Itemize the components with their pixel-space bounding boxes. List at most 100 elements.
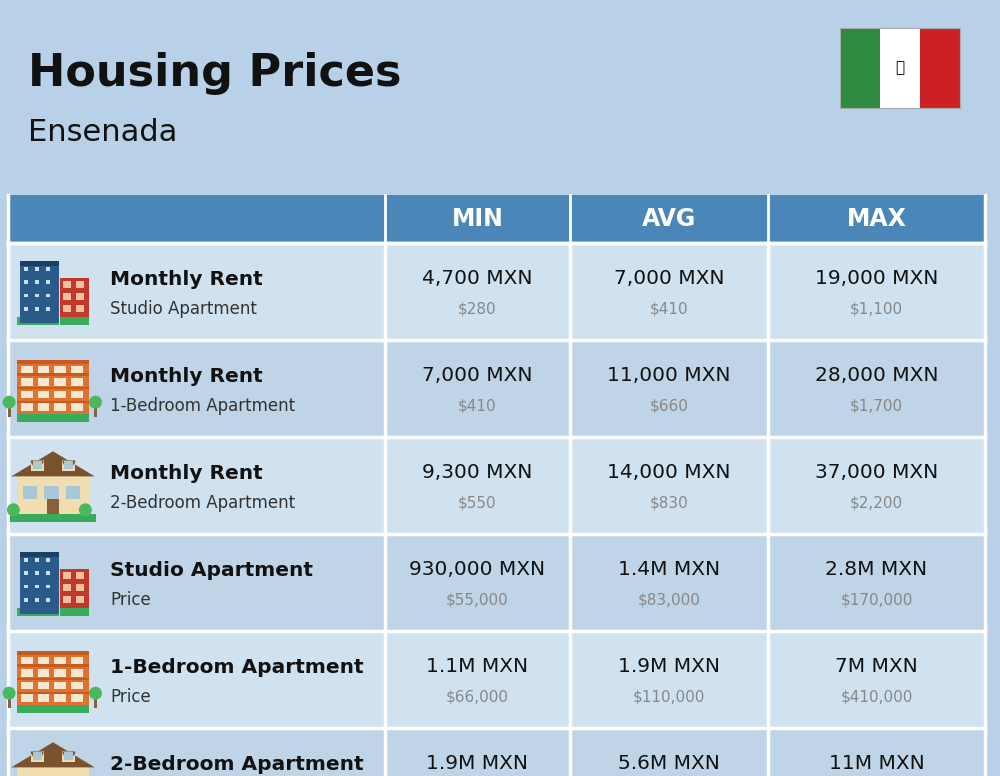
Bar xyxy=(20,261,59,324)
Bar xyxy=(570,195,768,243)
Text: 4,700 MXN: 4,700 MXN xyxy=(422,269,533,289)
Bar xyxy=(33,753,42,760)
Text: Ensenada: Ensenada xyxy=(28,118,177,147)
Text: 2.8M MXN: 2.8M MXN xyxy=(825,560,928,580)
Polygon shape xyxy=(11,452,95,476)
Bar xyxy=(20,552,59,556)
Bar xyxy=(35,267,39,271)
Text: 37,000 MXN: 37,000 MXN xyxy=(815,463,938,483)
Bar xyxy=(17,767,89,776)
Bar xyxy=(76,584,84,591)
Circle shape xyxy=(3,396,16,409)
Polygon shape xyxy=(11,743,95,767)
Bar xyxy=(24,307,28,310)
Bar xyxy=(8,437,985,534)
Bar xyxy=(21,656,33,664)
Bar xyxy=(38,365,49,373)
Text: Monthly Rent: Monthly Rent xyxy=(110,464,263,483)
Text: $1,700: $1,700 xyxy=(850,398,903,414)
Bar xyxy=(46,267,50,271)
Bar xyxy=(880,28,920,108)
Text: $66,000: $66,000 xyxy=(446,689,509,705)
Text: 1.9M MXN: 1.9M MXN xyxy=(426,754,528,774)
Text: 9,300 MXN: 9,300 MXN xyxy=(422,463,533,483)
Bar xyxy=(60,569,89,608)
Text: 11,000 MXN: 11,000 MXN xyxy=(607,366,731,386)
Bar xyxy=(17,359,89,364)
Bar xyxy=(76,572,84,579)
Bar xyxy=(17,400,89,403)
Bar xyxy=(35,280,39,284)
Bar xyxy=(47,499,59,514)
Bar xyxy=(35,294,39,297)
Text: 2-Bedroom Apartment: 2-Bedroom Apartment xyxy=(110,494,295,512)
Bar xyxy=(54,695,66,702)
Bar xyxy=(44,486,59,499)
Text: Price: Price xyxy=(110,688,151,706)
Bar xyxy=(31,460,44,471)
Bar xyxy=(17,387,89,390)
Bar xyxy=(71,682,83,689)
Bar xyxy=(21,378,33,386)
Bar xyxy=(63,281,71,288)
Bar xyxy=(35,307,39,310)
Bar xyxy=(54,391,66,398)
Bar xyxy=(17,678,89,681)
Bar xyxy=(35,558,39,562)
Bar xyxy=(46,307,50,310)
Bar xyxy=(17,414,89,422)
Bar xyxy=(24,280,28,284)
Bar xyxy=(54,682,66,689)
Bar xyxy=(24,558,28,562)
Text: $2,200: $2,200 xyxy=(850,495,903,511)
Bar xyxy=(63,293,71,300)
Bar xyxy=(76,304,84,312)
Wedge shape xyxy=(62,460,75,467)
Bar xyxy=(24,585,28,588)
Bar xyxy=(60,317,89,325)
Text: Studio Apartment: Studio Apartment xyxy=(110,300,257,318)
Text: 7,000 MXN: 7,000 MXN xyxy=(422,366,533,386)
Bar xyxy=(24,598,28,601)
Bar xyxy=(76,293,84,300)
Circle shape xyxy=(89,687,102,700)
Bar xyxy=(8,243,985,340)
Bar xyxy=(17,664,89,667)
Text: Price: Price xyxy=(110,591,151,609)
Bar xyxy=(38,391,49,398)
Bar xyxy=(63,304,71,312)
Text: Studio Apartment: Studio Apartment xyxy=(110,561,313,580)
Text: 7M MXN: 7M MXN xyxy=(835,657,918,677)
Bar xyxy=(17,373,89,376)
Wedge shape xyxy=(62,751,75,758)
Bar xyxy=(63,584,71,591)
Bar xyxy=(8,405,11,417)
Bar xyxy=(94,405,97,417)
Text: Monthly Rent: Monthly Rent xyxy=(110,367,263,386)
Bar xyxy=(20,261,59,265)
Text: 1-Bedroom Apartment: 1-Bedroom Apartment xyxy=(110,658,364,677)
Bar xyxy=(17,317,59,325)
Bar xyxy=(17,476,89,514)
Bar xyxy=(20,552,59,615)
Bar xyxy=(46,571,50,575)
Bar xyxy=(17,650,89,705)
Bar xyxy=(17,608,59,616)
Bar xyxy=(8,534,985,631)
Bar xyxy=(62,751,75,762)
Bar xyxy=(38,656,49,664)
Bar xyxy=(920,28,960,108)
Bar xyxy=(54,669,66,677)
Bar xyxy=(21,404,33,411)
Text: 🦅: 🦅 xyxy=(895,61,905,75)
Bar xyxy=(71,656,83,664)
Bar xyxy=(63,572,71,579)
Bar xyxy=(71,378,83,386)
Bar xyxy=(35,585,39,588)
Bar xyxy=(21,365,33,373)
Bar xyxy=(71,391,83,398)
Bar xyxy=(54,378,66,386)
Bar xyxy=(60,608,89,616)
Wedge shape xyxy=(31,460,44,467)
Text: $830: $830 xyxy=(650,495,688,511)
